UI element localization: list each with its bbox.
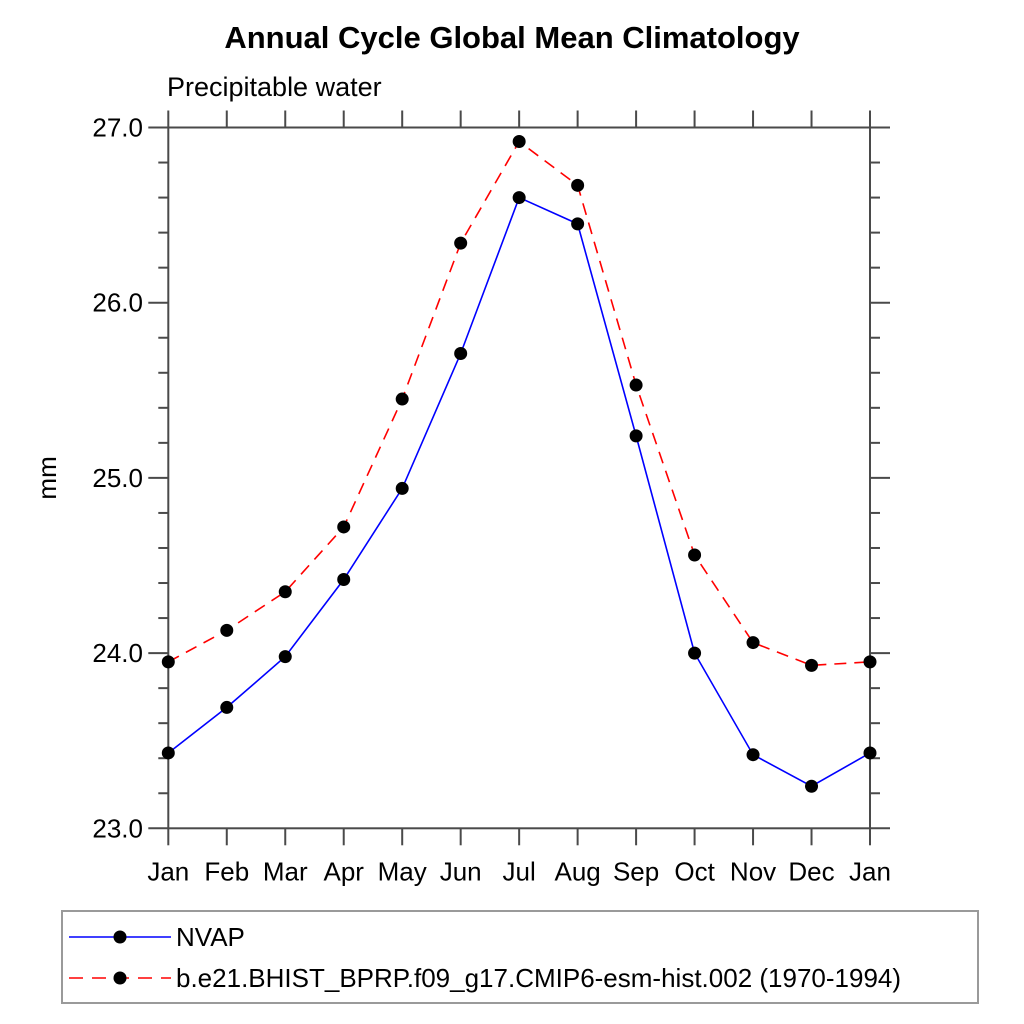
x-tick-label: Apr [323, 856, 364, 886]
model-data-point [161, 655, 175, 669]
x-tick-label: Oct [674, 856, 715, 886]
series-line-nvap [167, 196, 871, 788]
x-tick-label: Mar [263, 856, 308, 886]
model-data-point [746, 636, 760, 650]
y-tick-label: 25.0 [92, 463, 143, 493]
nvap-data-point [746, 748, 760, 762]
nvap-data-point [512, 191, 526, 205]
x-tick-label: Jan [147, 856, 189, 886]
nvap-line-sample-icon [69, 930, 171, 944]
chart-legend: NVAP b.e21.BHIST_BPRP.f09_g17.CMIP6-esm-… [61, 910, 979, 1004]
model-data-point [220, 623, 234, 637]
nvap-data-point [805, 779, 819, 793]
y-axis-label: mm [32, 456, 62, 499]
nvap-data-point [688, 646, 702, 660]
x-tick-label: Feb [204, 856, 249, 886]
legend-label-nvap: NVAP [176, 921, 245, 952]
y-tick-label: 23.0 [92, 813, 143, 843]
y-tick-label: 26.0 [92, 288, 143, 318]
nvap-data-point [395, 481, 409, 495]
x-tick-label: Jan [849, 856, 891, 886]
nvap-data-point [629, 429, 643, 443]
model-data-point [805, 658, 819, 672]
legend-item-model: b.e21.BHIST_BPRP.f09_g17.CMIP6-esm-hist.… [63, 958, 901, 998]
model-dashed-line-sample-icon [69, 971, 171, 985]
x-tick-label: Dec [788, 856, 834, 886]
x-tick-label: Nov [730, 856, 776, 886]
x-tick-label: Jul [503, 856, 536, 886]
chart-subtitle: Precipitable water [167, 72, 382, 102]
model-data-point [395, 392, 409, 406]
x-tick-label: Aug [554, 856, 600, 886]
model-data-point [571, 178, 585, 192]
model-data-point [512, 135, 526, 149]
nvap-data-point [454, 347, 468, 361]
y-tick-label: 27.0 [92, 113, 143, 143]
nvap-data-point [278, 650, 292, 664]
model-data-point [454, 236, 468, 250]
model-data-point [337, 520, 351, 534]
nvap-data-point [571, 217, 585, 231]
nvap-data-point [863, 746, 877, 760]
model-data-point [863, 655, 877, 669]
series-line-model [167, 140, 871, 667]
y-tick-label: 24.0 [92, 638, 143, 668]
model-data-point [688, 548, 702, 562]
x-tick-label: Jun [440, 856, 482, 886]
chart-title: Annual Cycle Global Mean Climatology [224, 20, 800, 55]
model-data-point [629, 378, 643, 392]
nvap-data-point [220, 700, 234, 714]
legend-label-model: b.e21.BHIST_BPRP.f09_g17.CMIP6-esm-hist.… [176, 962, 902, 993]
model-data-point [278, 585, 292, 599]
legend-item-nvap: NVAP [63, 917, 245, 957]
nvap-data-point [337, 573, 351, 587]
plot-frame [167, 126, 872, 830]
x-tick-label: Sep [613, 856, 659, 886]
x-tick-label: May [378, 856, 427, 886]
nvap-data-point [161, 746, 175, 760]
